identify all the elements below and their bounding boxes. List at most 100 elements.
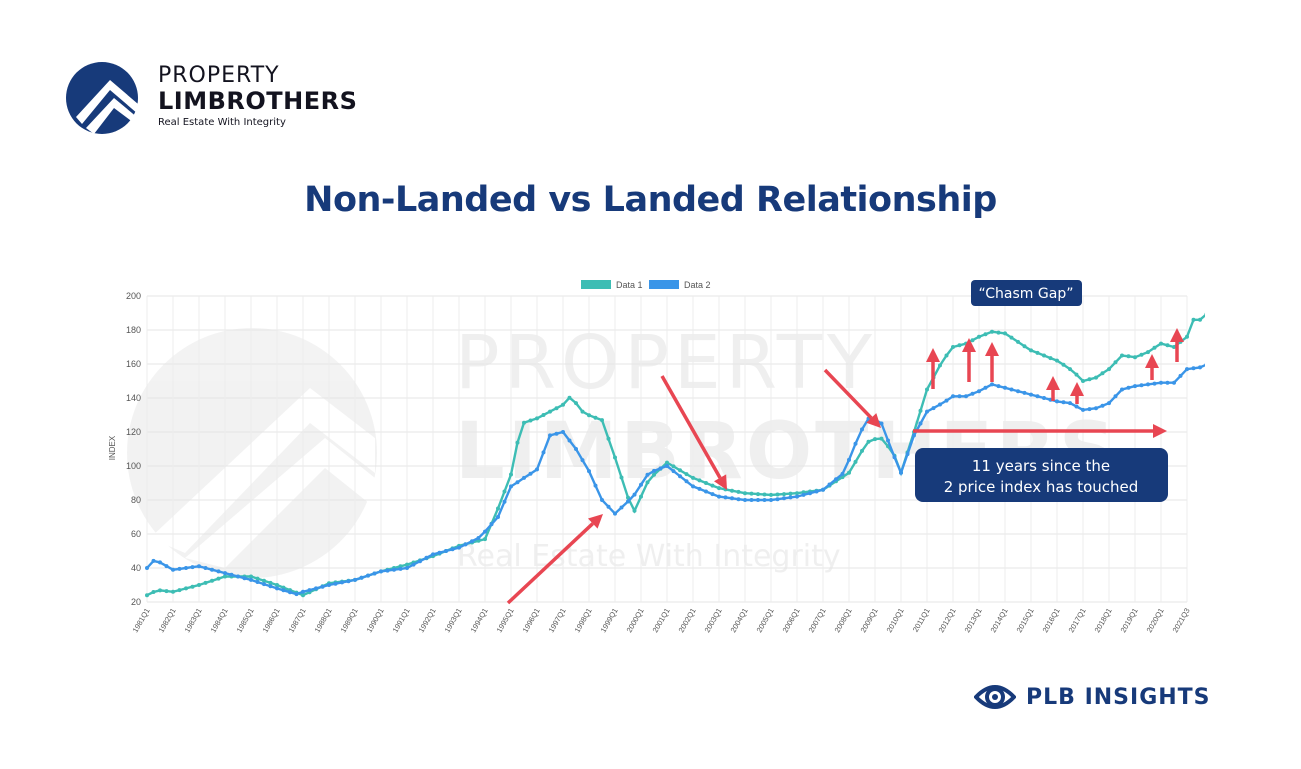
data-point: [528, 418, 533, 423]
data-point: [275, 586, 279, 591]
data-point: [996, 384, 1001, 389]
data-point: [1094, 375, 1098, 380]
brand-name: PROPERTY LIMBROTHERS Real Estate With In…: [158, 64, 357, 129]
data-point: [171, 567, 175, 572]
data-point: [158, 588, 162, 593]
data-point: [567, 438, 572, 443]
data-point: [606, 436, 611, 441]
data-point: [957, 394, 962, 399]
data-point: [970, 391, 975, 396]
arrow-down-2004: [660, 375, 722, 479]
data-point: [808, 491, 812, 496]
data-point: [925, 409, 929, 414]
data-point: [639, 494, 643, 499]
brand-logo-icon: [66, 62, 138, 134]
data-point: [951, 345, 955, 349]
data-point: [847, 470, 851, 475]
data-point: [346, 579, 351, 584]
data-point: [268, 584, 273, 589]
data-point: [431, 552, 435, 557]
data-point: [385, 568, 390, 573]
data-point: [561, 402, 565, 407]
data-point: [593, 483, 598, 488]
data-point: [587, 413, 591, 418]
data-point: [795, 494, 799, 499]
data-point: [1165, 380, 1170, 385]
data-point: [964, 394, 968, 399]
gap-note-box: [915, 448, 1168, 502]
arrow-up-f-head: [1145, 354, 1159, 368]
data-point: [756, 492, 760, 497]
data-point: [262, 582, 266, 587]
annotations: “Chasm Gap” 11 years since the 2 price i…: [506, 280, 1184, 605]
data-point: [1074, 372, 1079, 377]
data-point: [450, 547, 455, 552]
data-point: [1120, 353, 1124, 358]
data-point: [697, 478, 702, 483]
data-point: [899, 470, 903, 475]
y-tick-label: 200: [126, 291, 141, 301]
data-point: [957, 343, 962, 348]
arrow-down-2010-head: [866, 413, 881, 428]
data-point: [749, 498, 754, 502]
data-point: [1172, 345, 1176, 349]
data-point: [184, 586, 188, 591]
data-point: [580, 458, 585, 463]
data-point: [671, 469, 676, 474]
data-point: [502, 489, 507, 494]
data-point: [1009, 387, 1014, 392]
data-point: [249, 574, 253, 579]
data-point: [652, 468, 656, 473]
data-point: [821, 487, 825, 492]
data-point: [197, 583, 201, 587]
data-point: [515, 440, 520, 445]
data-point: [1048, 356, 1053, 361]
arrow-up-1999: [506, 522, 594, 605]
arrow-up-e-head: [1070, 382, 1084, 396]
data-point: [632, 508, 637, 513]
data-point: [281, 588, 286, 593]
data-point: [145, 566, 149, 570]
data-point: [977, 334, 981, 339]
arrow-down-2004-head: [713, 474, 727, 490]
data-point: [405, 562, 409, 567]
data-point: [1003, 331, 1007, 336]
data-point: [1152, 345, 1157, 350]
data-point: [814, 489, 819, 494]
data-point: [990, 382, 994, 387]
data-point: [1003, 385, 1007, 390]
arrow-up-b-head: [962, 338, 976, 352]
data-point: [177, 588, 182, 593]
data-point: [1074, 404, 1079, 409]
data-point: [567, 395, 572, 400]
data-point: [1061, 362, 1066, 367]
data-point: [873, 437, 877, 442]
data-point: [684, 472, 689, 477]
data-point: [645, 472, 650, 477]
legend-swatch: [649, 280, 679, 289]
data-point: [834, 477, 838, 482]
data-point: [840, 471, 845, 476]
data-point: [1009, 335, 1014, 340]
data-point: [535, 416, 539, 421]
data-point: [268, 580, 273, 585]
data-point: [470, 539, 474, 544]
data-point: [938, 363, 942, 368]
data-point: [671, 464, 676, 469]
data-point: [736, 489, 741, 494]
data-point: [860, 448, 864, 453]
y-tick-label: 40: [131, 563, 141, 573]
data-point: [1042, 396, 1046, 400]
data-point: [652, 472, 656, 477]
y-tick-label: 80: [131, 495, 141, 505]
data-point: [951, 394, 955, 399]
data-point: [223, 574, 227, 579]
data-point: [1191, 366, 1196, 371]
data-point: [1185, 367, 1189, 372]
series-layer: [145, 312, 1205, 598]
data-point: [171, 589, 175, 594]
chart-legend[interactable]: Data 1 Data 2: [581, 280, 711, 290]
data-point: [580, 409, 585, 414]
data-point: [1113, 394, 1118, 399]
data-point: [905, 452, 910, 457]
